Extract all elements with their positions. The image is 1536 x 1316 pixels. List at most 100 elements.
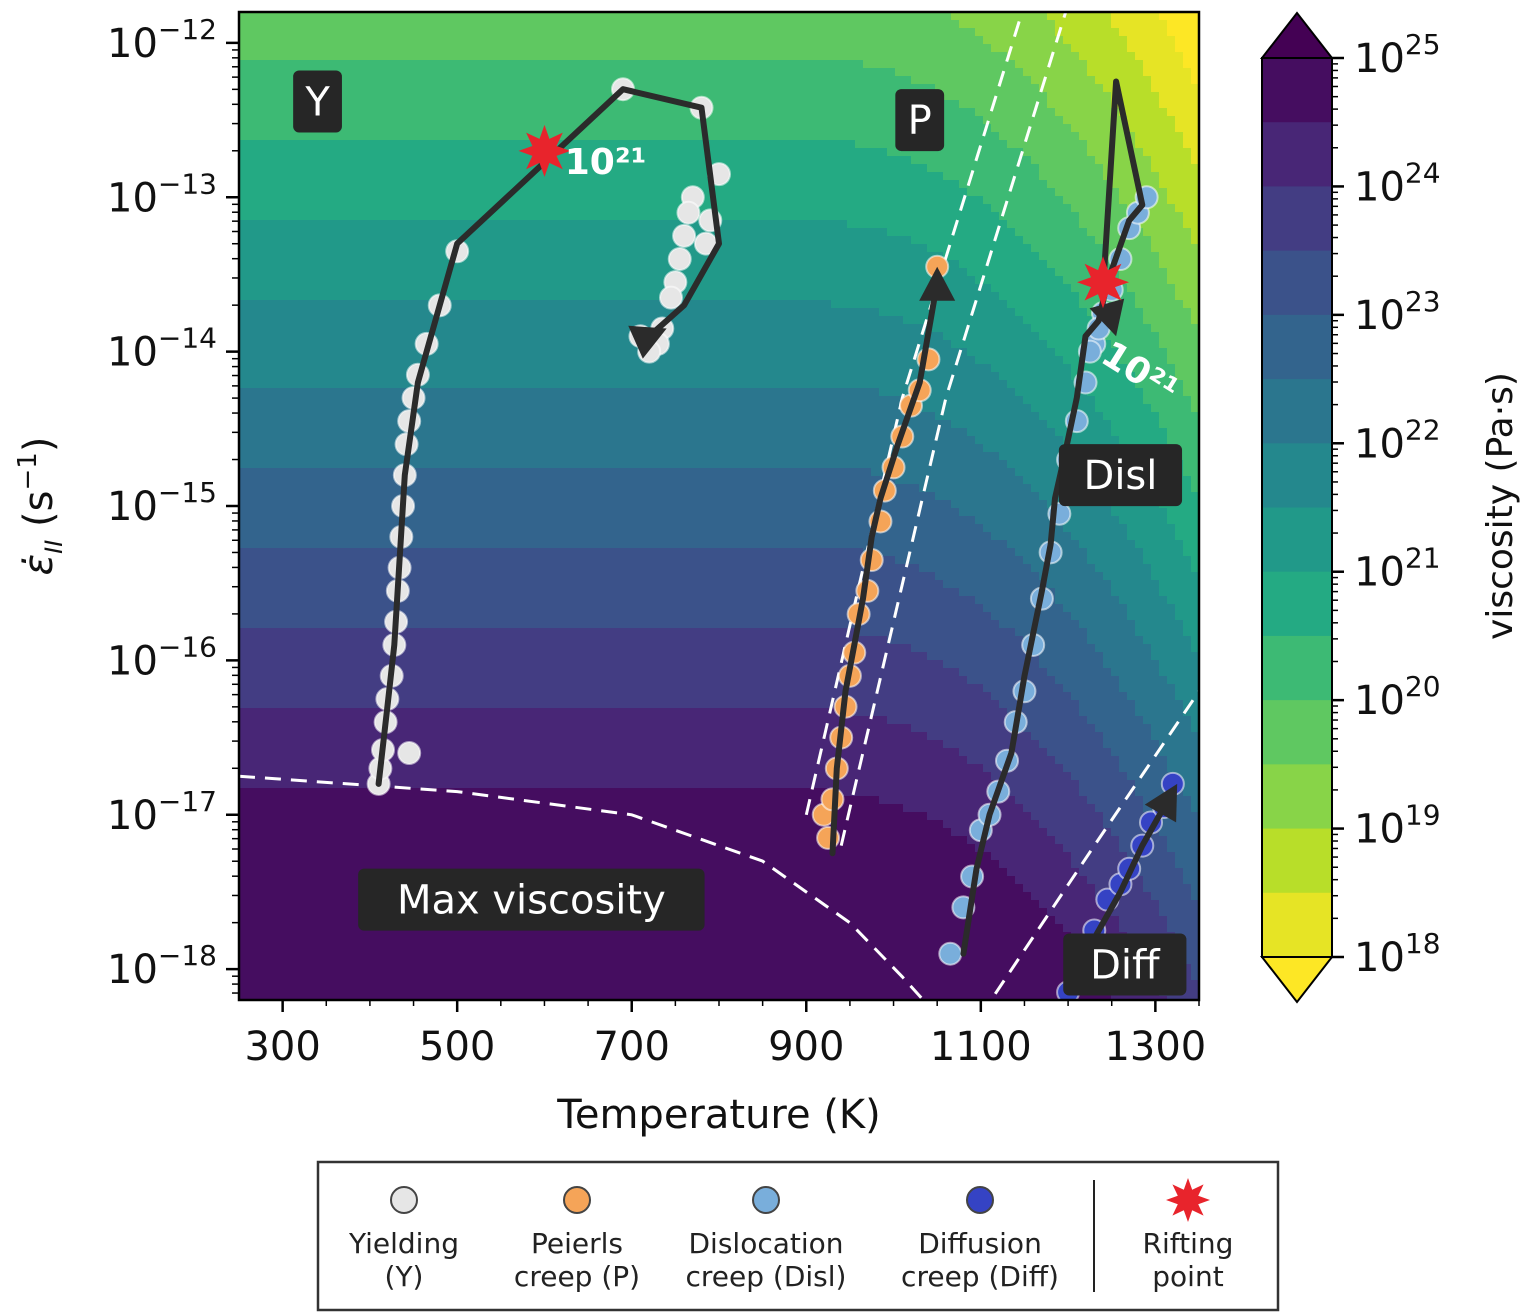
series-0-point-30 [659, 285, 683, 310]
region-label-text-3: Diff [1090, 942, 1161, 988]
legend-label-line1-4: Rifting [1143, 1227, 1234, 1260]
region-label-2: Disl [1058, 444, 1183, 507]
colorbar-band-4 [1262, 314, 1332, 380]
colorbar-extend-bottom [1259, 956, 1335, 1004]
legend-label-line2-1: creep (P) [514, 1260, 640, 1293]
legend-marker-2 [752, 1186, 780, 1214]
rifting-point-1 [1077, 256, 1129, 309]
colorbar-tick-label-0: 1025 [1354, 28, 1441, 82]
axes: 300 500 700 900 1100 1300 10−18 10−17 10−16 10−15… [107, 13, 1206, 1070]
colorbar-tick-label-7: 1018 [1354, 927, 1441, 981]
x-tick-label-1: 500 [419, 1024, 495, 1070]
legend-label-line1-3: Diffusion [918, 1227, 1042, 1260]
colorbar-band-2 [1262, 186, 1332, 252]
y-tick-label-5: 10−13 [107, 167, 217, 221]
legend-label-line1-1: Peierls [531, 1227, 623, 1260]
region-label-3: Diff [1063, 933, 1187, 996]
legend-marker-1 [563, 1186, 591, 1214]
region-label-text-0: Y [304, 80, 330, 126]
colorbar-extend-top [1259, 11, 1335, 59]
colorbar-tick-label-6: 1019 [1354, 799, 1441, 853]
y-tick-label-3: 10−15 [107, 476, 217, 530]
colorbar-band-6 [1262, 443, 1332, 508]
colorbar-band-5 [1262, 379, 1332, 444]
viscosity-contour-field [239, 12, 1199, 1000]
colorbar-band-10 [1262, 700, 1332, 765]
colorbar-band-11 [1262, 764, 1332, 830]
colorbar-tick-label-5: 1020 [1354, 670, 1441, 724]
legend-frame [316, 1160, 1280, 1312]
series-0-point-26 [676, 200, 701, 225]
y-tick-label-2: 10−16 [107, 630, 217, 684]
region-label-box-2 [1058, 444, 1183, 507]
region-label-text-1: P [908, 98, 932, 144]
series-0-point-35 [397, 741, 422, 765]
y-axis-label-symbol: ε̇ [16, 554, 62, 576]
colorbar-tick-label-3: 1022 [1354, 413, 1441, 467]
region-label-0: Y [293, 70, 342, 133]
colorbar-tick-label-1: 1024 [1354, 156, 1441, 210]
series-0-path [375, 86, 722, 787]
series-1-path [829, 279, 941, 857]
rifting-point-0 [518, 124, 571, 177]
y-axis-label-unit-open: (s [16, 490, 62, 539]
y-tick-label-0: 10−18 [107, 939, 217, 993]
colorbar-band-1 [1262, 122, 1332, 187]
legend-label-line2-4: point [1152, 1260, 1223, 1293]
legend-entry-0: Yielding(Y) [348, 1186, 459, 1293]
series-0-point-28 [667, 247, 692, 271]
y-tick-label-6: 10−12 [107, 13, 217, 67]
x-tick-label-2: 700 [594, 1024, 670, 1070]
series-3-arrow [1144, 783, 1178, 823]
y-axis-label: ε̇II (s−1) [13, 437, 68, 576]
legend-marker-3 [966, 1186, 994, 1214]
region-label-text-2: Disl [1084, 453, 1158, 499]
region-label-box-4 [358, 868, 705, 931]
series-0-arrow [628, 325, 667, 359]
x-tick-label-3: 900 [768, 1024, 844, 1070]
y-axis-label-unit-exp: −1 [13, 452, 43, 490]
legend-label-line1-0: Yielding [348, 1227, 459, 1260]
colorbar-tick-label-4: 1021 [1354, 542, 1441, 596]
legend-label-line2-0: (Y) [385, 1260, 424, 1293]
peierls-boundary-right [839, 12, 1068, 846]
legend-label-line1-2: Dislocation [688, 1227, 843, 1260]
max-viscosity-boundary [239, 774, 926, 1000]
colorbar-label: viscosity (Pa·s) [1480, 372, 1521, 640]
series-2-arrow [1089, 298, 1125, 337]
region-label-box-0 [293, 70, 342, 133]
region-label-4: Max viscosity [358, 868, 705, 931]
legend-label-line2-2: creep (Disl) [686, 1260, 847, 1293]
colorbar-band-3 [1262, 250, 1332, 316]
x-tick-label-4: 1100 [930, 1024, 1032, 1070]
colorbar-band-13 [1262, 892, 1332, 958]
legend-marker-0 [390, 1186, 418, 1214]
region-label-box-3 [1063, 933, 1187, 996]
region-label-text-4: Max viscosity [397, 878, 666, 924]
colorbar-band-9 [1262, 635, 1332, 701]
y-tick-label-1: 10−17 [107, 785, 217, 839]
y-axis-label-unit-close: ) [16, 437, 62, 453]
contour-label-0: 10²¹ [565, 142, 647, 183]
legend-marker-star [1166, 1178, 1210, 1222]
series-1-arrow [919, 266, 956, 301]
series-0-point-27 [672, 223, 697, 248]
y-axis-label-subscript: II [40, 540, 68, 554]
legend-label-line2-3: creep (Diff) [901, 1260, 1059, 1293]
colorbar: 1025 1024 1023 1022 1021 1020 1019 1018 [1259, 11, 1441, 1004]
colorbar-band-8 [1262, 571, 1332, 637]
x-axis-label: Temperature (K) [556, 1092, 881, 1138]
region-label-1: P [895, 89, 945, 152]
colorbar-band-7 [1262, 507, 1332, 573]
y-tick-label-4: 10−14 [107, 322, 217, 376]
x-tick-label-5: 1300 [1104, 1024, 1206, 1070]
x-tick-label-0: 300 [244, 1024, 320, 1070]
colorbar-band-0 [1262, 58, 1332, 123]
region-label-box-1 [895, 89, 945, 152]
region-labels: Y P Disl Diff Max viscosity [293, 70, 1187, 996]
